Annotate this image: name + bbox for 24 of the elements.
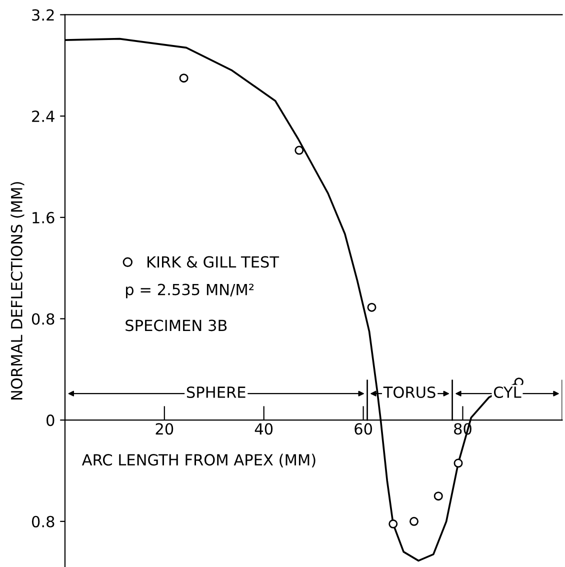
point [179, 74, 188, 83]
point [454, 458, 463, 468]
point [388, 519, 398, 528]
point [434, 492, 443, 501]
x-tick-label: 60 [354, 423, 372, 435]
annotation: SPECIMEN 3B [126, 320, 227, 332]
legend-label: KIRK & GILL TEST [148, 256, 280, 268]
point [294, 146, 304, 155]
point [410, 516, 419, 526]
y-tick-label: 0.8 [32, 516, 54, 528]
point [367, 302, 376, 312]
x-tick-label: 20 [156, 423, 174, 435]
y-axis-title: NORMAL DEFLECTIONS (MM) [10, 182, 24, 400]
y-tick-label: 3.2 [32, 9, 54, 21]
annotation: TORUS [383, 386, 436, 398]
y-tick-label: 1.6 [32, 212, 54, 224]
y-tick-label: 0 [46, 414, 54, 426]
annotation: SPHERE [186, 386, 246, 398]
x-tick-label: 40 [254, 423, 273, 435]
annotation: p = 2.535 MN/M² [126, 284, 254, 298]
y-tick-label: 2.4 [32, 110, 54, 122]
annotation: CYL [494, 386, 522, 398]
y-tick-label: 0.8 [32, 313, 54, 325]
x-axis-title: ARC LENGTH FROM APEX (MM) [82, 454, 316, 468]
